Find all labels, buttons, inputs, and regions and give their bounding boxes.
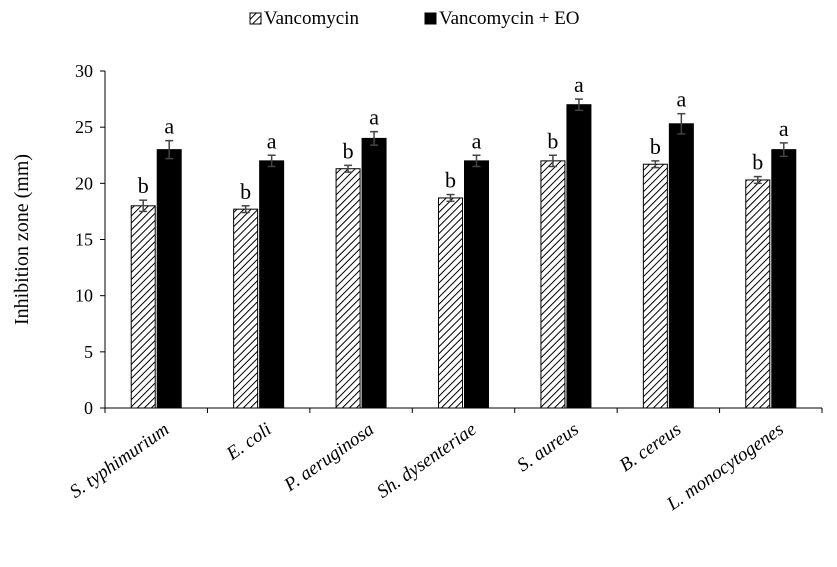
significance-letter: b bbox=[240, 179, 251, 204]
y-tick-label: 15 bbox=[75, 230, 93, 250]
y-tick-label: 5 bbox=[84, 342, 93, 362]
bar-series-1 bbox=[130, 205, 156, 409]
bar-series-2 bbox=[259, 160, 285, 409]
significance-letter: a bbox=[267, 128, 277, 153]
x-tick-label: S. aureus bbox=[513, 419, 582, 476]
legend-label: Vancomycin bbox=[264, 8, 359, 29]
bar-series-2 bbox=[464, 160, 489, 409]
y-tick-label: 25 bbox=[75, 117, 93, 137]
significance-letter: b bbox=[138, 173, 149, 198]
y-axis-title: Inhibition zone (mm) bbox=[11, 154, 33, 325]
y-tick-label: 0 bbox=[84, 398, 93, 418]
bar-series-2 bbox=[771, 149, 797, 409]
x-tick-label: E. coli bbox=[222, 419, 276, 465]
significance-letter: a bbox=[472, 128, 482, 153]
significance-letter: a bbox=[676, 87, 686, 112]
legend-swatch bbox=[424, 12, 437, 25]
y-tick-label: 30 bbox=[75, 61, 93, 81]
bar-series-2 bbox=[668, 123, 694, 409]
significance-letter: b bbox=[650, 134, 661, 159]
significance-letter: b bbox=[445, 168, 456, 193]
significance-letter: a bbox=[164, 114, 174, 139]
legend-swatch bbox=[249, 12, 262, 25]
y-axis: 0 5 10 15 20 25 30 Inhibition zone (mm) bbox=[11, 61, 106, 418]
significance-letter: a bbox=[779, 116, 789, 141]
y-tick-label: 20 bbox=[75, 173, 93, 193]
significance-letter: b bbox=[752, 150, 763, 175]
legend: Vancomycin Vancomycin + EO bbox=[249, 8, 580, 29]
significance-letter: b bbox=[547, 128, 558, 153]
bar-series-1 bbox=[642, 163, 668, 409]
bar-series-2 bbox=[361, 137, 387, 409]
bar-series-1 bbox=[540, 160, 566, 409]
legend-label: Vancomycin + EO bbox=[439, 8, 580, 29]
bar-series-2 bbox=[566, 104, 592, 409]
bar-series-1 bbox=[745, 179, 771, 409]
bar-series-1 bbox=[438, 197, 463, 409]
x-tick-label: B. cereus bbox=[616, 419, 685, 476]
bar-series-2 bbox=[156, 149, 182, 409]
significance-letter: a bbox=[369, 105, 379, 130]
x-tick-label: P. aeruginosa bbox=[280, 419, 378, 497]
x-tick-label: Sh. dysenteriae bbox=[373, 419, 480, 503]
significance-letter: a bbox=[574, 72, 584, 97]
bar-series-1 bbox=[335, 168, 361, 409]
bar-series-1 bbox=[233, 208, 259, 409]
x-tick-label: S. typhimurium bbox=[66, 419, 173, 503]
y-tick-label: 10 bbox=[75, 286, 93, 306]
significance-letter: b bbox=[343, 138, 354, 163]
